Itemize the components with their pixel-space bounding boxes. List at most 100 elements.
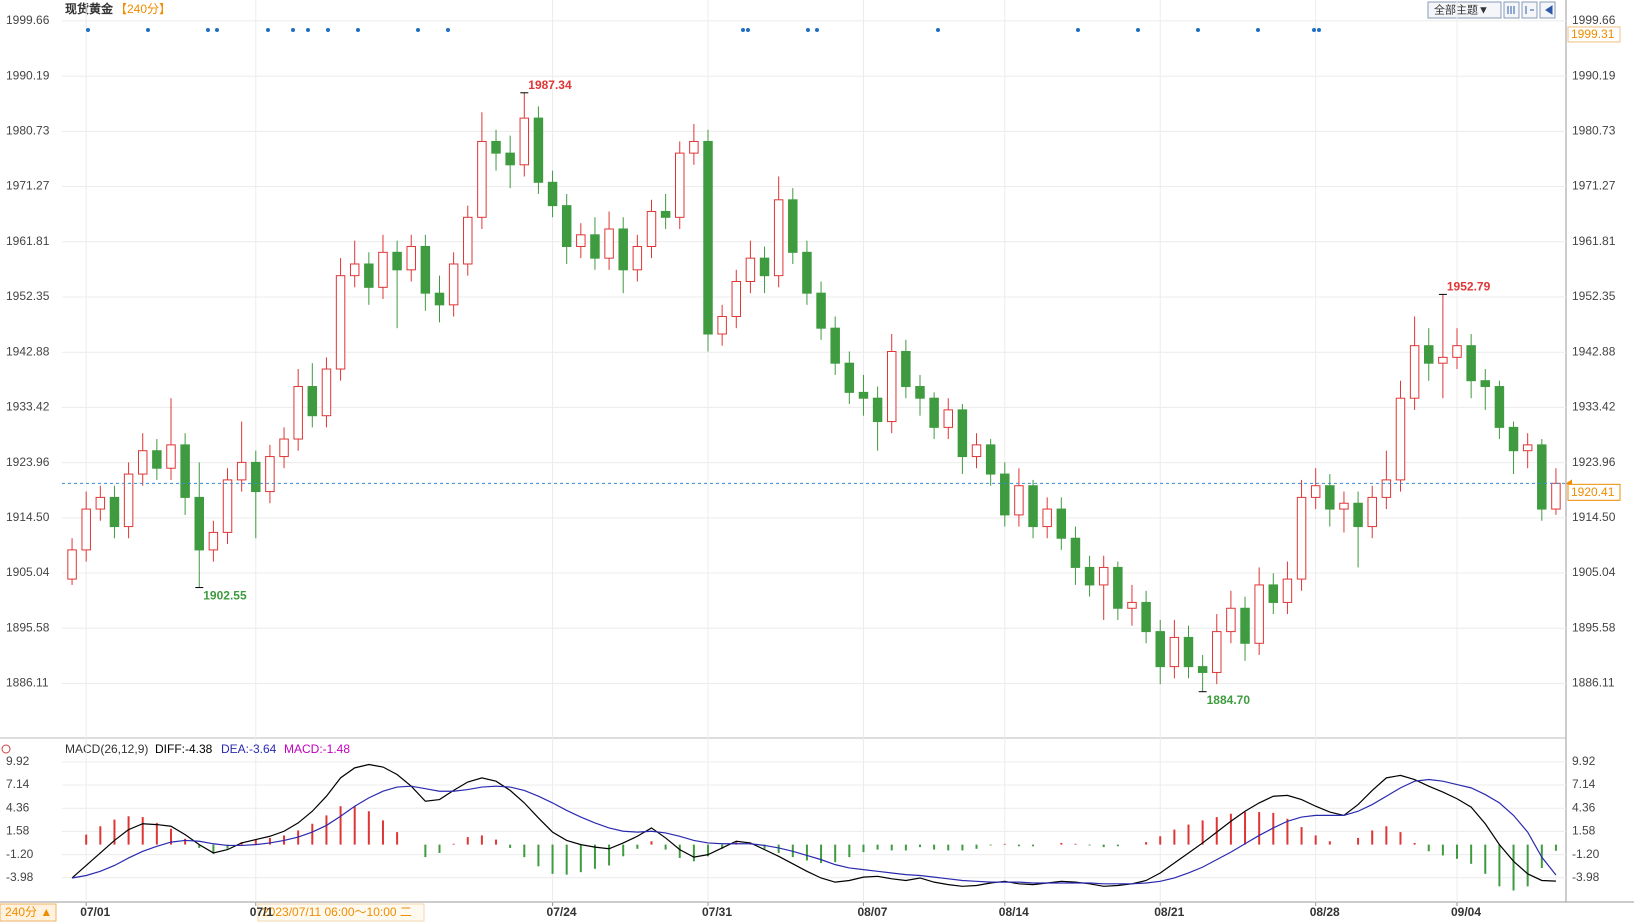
- y-tick-label-right: 1914.50: [1572, 510, 1616, 524]
- candle-body: [364, 263, 374, 288]
- candle-body: [985, 444, 996, 475]
- event-dot: [936, 28, 940, 32]
- y-tick-label-right: 1990.19: [1572, 68, 1616, 82]
- event-dot: [815, 28, 819, 32]
- candle-body: [1254, 584, 1264, 644]
- candle-body: [222, 479, 233, 533]
- macd-bar: [353, 806, 356, 845]
- x-tick-label: 07/01: [80, 905, 110, 919]
- x-tick-label: 09/04: [1451, 905, 1481, 919]
- toolbar-icon[interactable]: [1521, 1, 1538, 19]
- macd-bar: [339, 806, 342, 845]
- candle-body: [1113, 566, 1123, 609]
- candle-body: [1282, 578, 1293, 603]
- period-button[interactable]: [0, 903, 57, 922]
- macd-bar: [113, 819, 116, 845]
- macd-bar: [1357, 837, 1360, 845]
- candle-body: [420, 245, 431, 294]
- macd-bar: [777, 844, 780, 853]
- event-dot: [416, 28, 420, 32]
- macd-bar: [848, 844, 851, 858]
- x-tick-label: 07/1: [250, 905, 274, 919]
- candle-body: [137, 450, 148, 475]
- grid-layer: [62, 0, 1566, 902]
- candle-body: [293, 386, 303, 440]
- candle-body: [618, 228, 628, 271]
- candle-body: [463, 216, 473, 265]
- x-tick-label: 08/14: [999, 905, 1029, 919]
- y-tick-label-right: 1961.81: [1572, 234, 1616, 248]
- macd-line: [71, 763, 1556, 887]
- candle-body: [406, 245, 416, 271]
- y-tick-label-left: 9.92: [6, 754, 30, 768]
- candle-body: [788, 199, 798, 253]
- macd-bar: [537, 844, 540, 867]
- macd-bar: [495, 839, 498, 845]
- period-button-label[interactable]: 240分 ▲: [5, 905, 52, 919]
- candle-body: [251, 461, 261, 493]
- macd-bar: [254, 839, 257, 845]
- price-marker-label: 1999.31: [1571, 27, 1615, 41]
- y-tick-label-left: -1.20: [6, 847, 34, 861]
- macd-bar: [1328, 841, 1331, 845]
- x-tick-label: 08/28: [1310, 905, 1340, 919]
- y-tick-label-left: 1952.35: [6, 289, 50, 303]
- candle-body: [505, 152, 515, 166]
- candle-body: [773, 199, 784, 277]
- candle-body: [547, 181, 558, 207]
- candle-body: [872, 397, 883, 423]
- macd-bar: [1498, 844, 1501, 887]
- macd-bar: [805, 844, 808, 861]
- macd-bar: [1244, 812, 1247, 845]
- candle-body: [265, 456, 275, 493]
- candle-body: [844, 362, 855, 393]
- candle-body: [759, 257, 770, 277]
- candle-body: [1127, 601, 1137, 609]
- event-dot: [1196, 28, 1200, 32]
- macd-bar: [1116, 844, 1119, 847]
- macd-bar: [1286, 818, 1289, 845]
- candle-body: [1169, 636, 1180, 668]
- candle-body: [660, 210, 671, 218]
- event-dot: [306, 28, 310, 32]
- macd-bar: [1300, 827, 1303, 845]
- event-dot: [741, 28, 745, 32]
- indicator-icon[interactable]: [1, 744, 11, 754]
- macd-bar: [834, 844, 837, 863]
- macd-bar: [565, 844, 568, 875]
- candle-body: [604, 228, 614, 259]
- candle-body: [1551, 482, 1561, 510]
- x-tick-label: 07/24: [547, 905, 577, 919]
- candle-body: [236, 461, 247, 481]
- y-tick-label-right: 1980.73: [1572, 124, 1616, 138]
- macd-bar: [85, 834, 88, 845]
- theme-button-label[interactable]: 全部主题▼: [1434, 2, 1489, 16]
- candle-body: [1367, 496, 1377, 528]
- y-tick-label-right: -3.98: [1572, 870, 1600, 884]
- y-tick-label-left: 1971.27: [6, 179, 50, 193]
- theme-button[interactable]: [1427, 1, 1502, 19]
- macd-bar: [975, 844, 978, 849]
- macd-bar: [593, 844, 596, 869]
- candle-body: [1480, 380, 1491, 388]
- event-dot: [291, 28, 295, 32]
- candle-body: [576, 234, 586, 247]
- candle-body: [448, 263, 459, 306]
- candle-body: [335, 275, 346, 370]
- candle-body: [1381, 479, 1392, 498]
- macd-bar: [1371, 830, 1374, 845]
- candle-body: [1395, 397, 1406, 481]
- candle-body: [491, 140, 501, 154]
- candle-body: [180, 444, 190, 498]
- event-dot: [206, 28, 210, 32]
- y-tick-label-right: 1.58: [1572, 824, 1596, 838]
- candle-body: [208, 531, 219, 551]
- macd-bar: [551, 844, 554, 874]
- macd-line: [71, 778, 1557, 885]
- macd-bar: [1173, 829, 1176, 845]
- macd-bar: [1187, 824, 1190, 845]
- candle-body: [971, 444, 982, 458]
- macd-bar: [1427, 844, 1430, 852]
- candle-body: [1212, 631, 1222, 673]
